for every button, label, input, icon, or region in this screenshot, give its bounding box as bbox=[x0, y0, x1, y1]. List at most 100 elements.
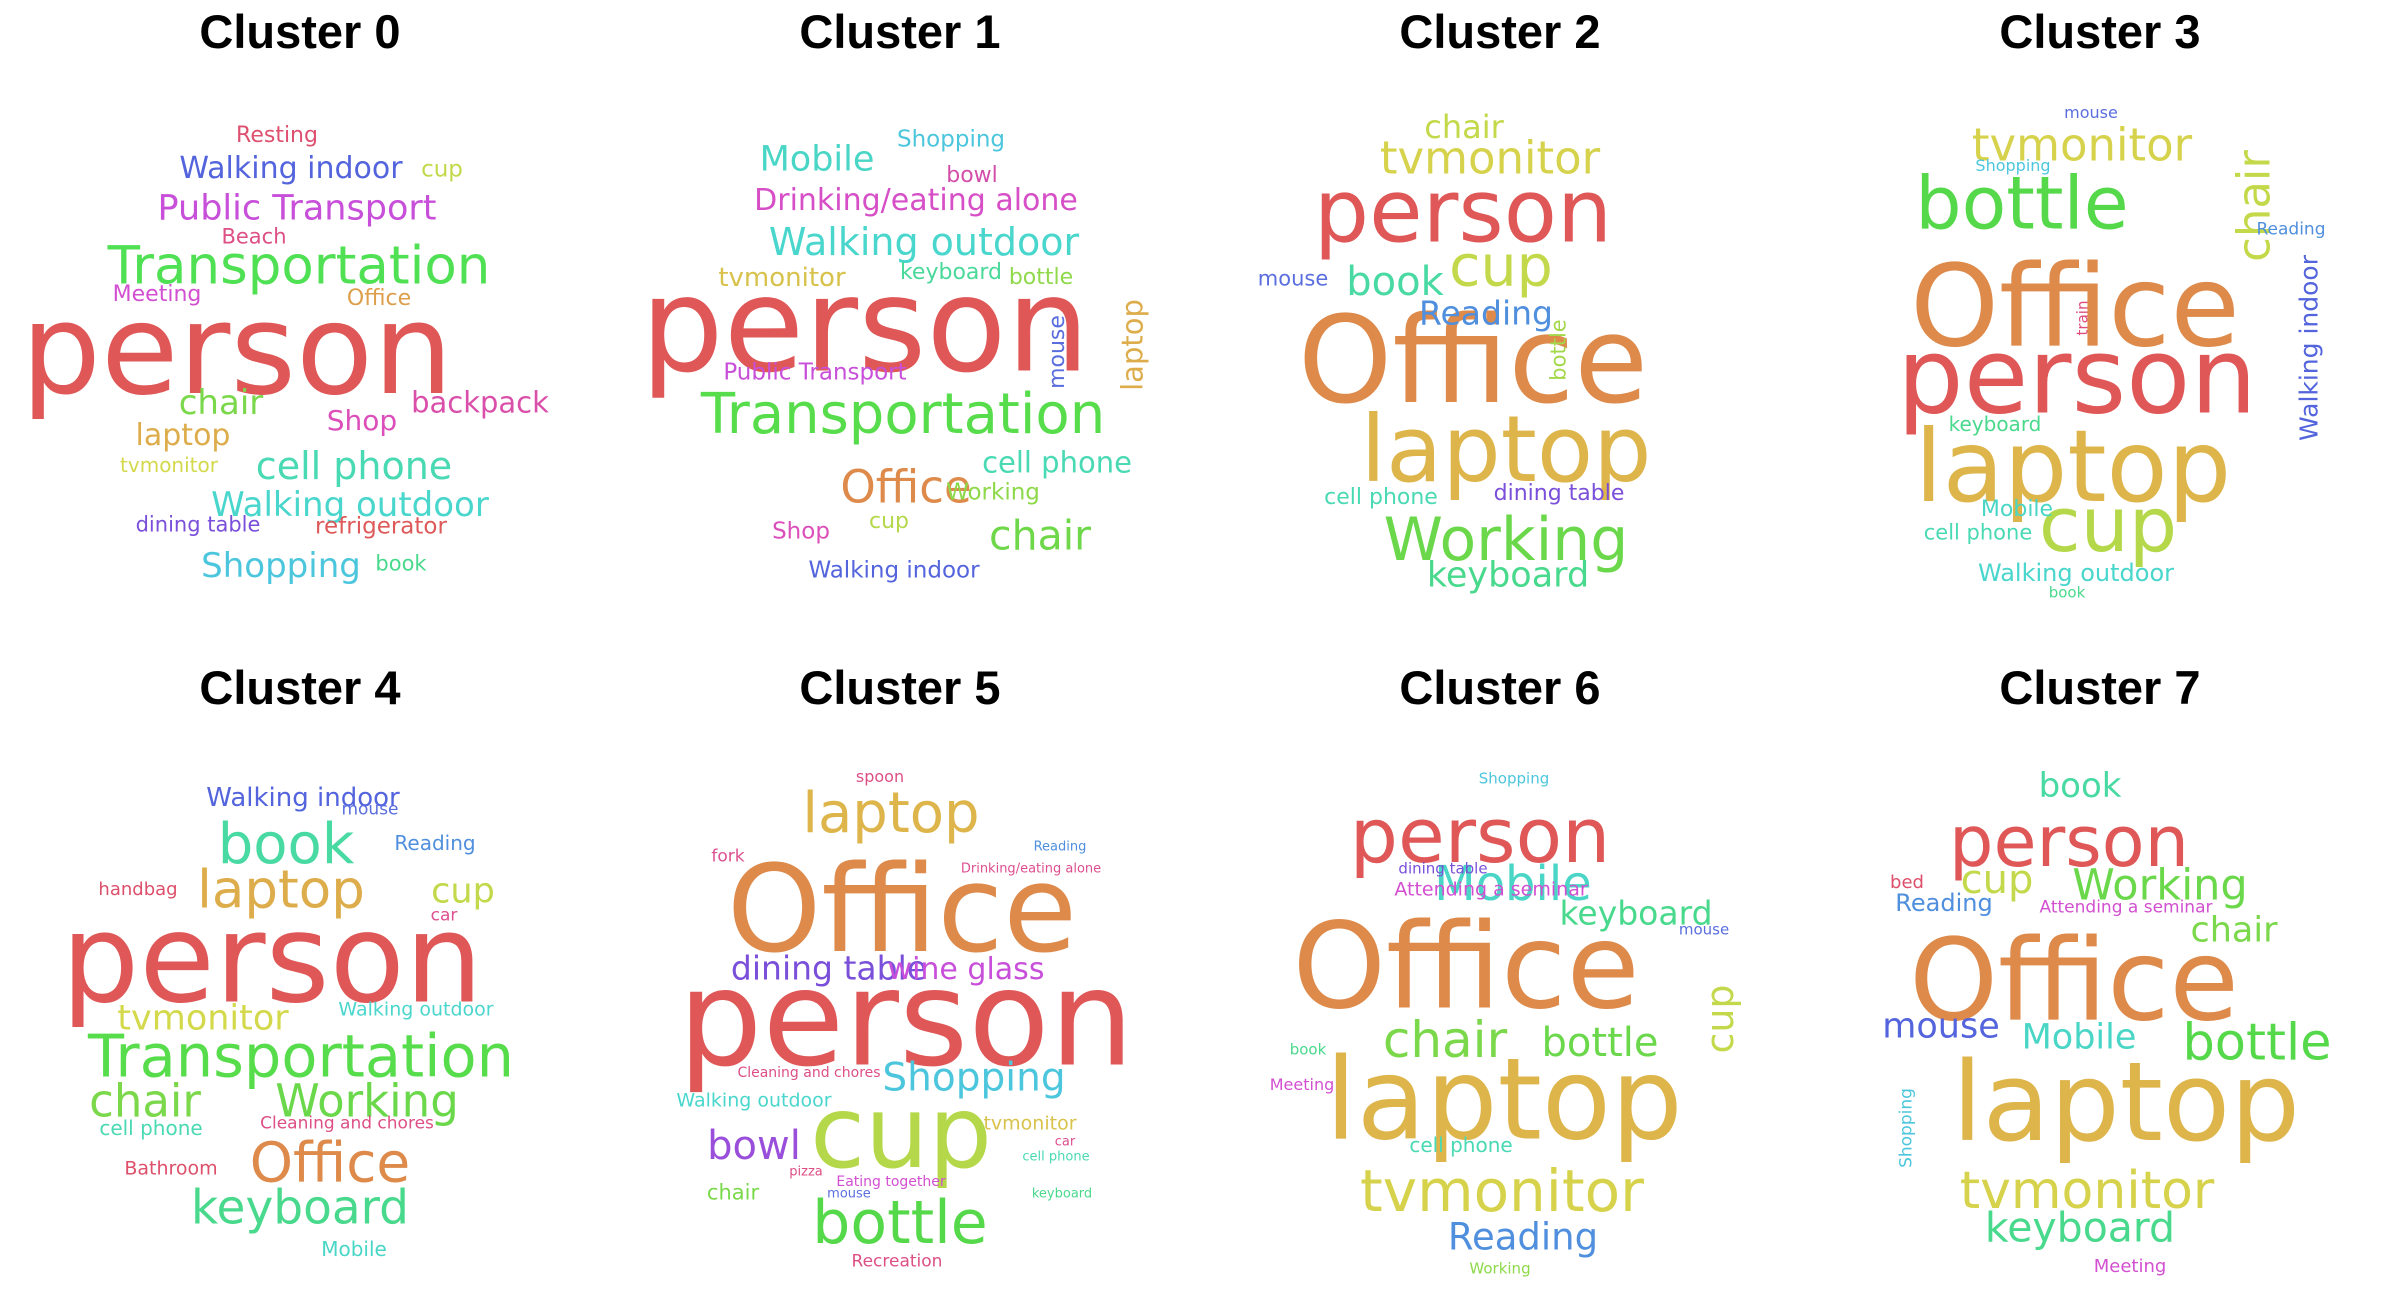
word-reading: Reading bbox=[2256, 219, 2326, 240]
word-tvmonitor: tvmonitor bbox=[1379, 131, 1601, 185]
word-reading: Reading bbox=[1447, 1215, 1599, 1259]
word-eating-together: Eating together bbox=[836, 1174, 946, 1190]
panel-title: Cluster 2 bbox=[1399, 5, 1601, 58]
word-walking-outdoor: Walking outdoor bbox=[338, 998, 494, 1021]
word-office: Office bbox=[840, 460, 972, 514]
word-cloud: Office laptop person tvmonitor Mobile chair bo… bbox=[1200, 656, 1800, 1312]
word-office: Office bbox=[249, 1130, 411, 1195]
word-chair: chair bbox=[989, 511, 1091, 560]
word-car: car bbox=[430, 905, 458, 926]
word-keyboard: keyboard bbox=[1426, 555, 1590, 596]
word-laptop: laptop bbox=[1115, 299, 1150, 391]
word-office: Office bbox=[1292, 898, 1640, 1037]
word-walking-outdoor: Walking outdoor bbox=[768, 220, 1080, 264]
word-working: Working bbox=[1469, 1259, 1531, 1278]
word-book: book bbox=[375, 551, 427, 576]
word-refrigerator: refrigerator bbox=[315, 513, 447, 540]
word-person: person bbox=[678, 942, 1134, 1097]
word-cup: cup bbox=[2038, 480, 2178, 569]
word-laptop: laptop bbox=[135, 418, 231, 453]
word-book: book bbox=[2048, 583, 2086, 602]
word-laptop: laptop bbox=[1914, 408, 2232, 525]
word-office: Office bbox=[726, 841, 1078, 980]
word-meeting: Meeting bbox=[1269, 1075, 1335, 1094]
word-cup: cup bbox=[1960, 857, 2034, 903]
word-book: book bbox=[217, 812, 355, 877]
panel-title: Cluster 4 bbox=[199, 661, 401, 714]
word-meeting: Meeting bbox=[112, 282, 202, 307]
word-pizza: pizza bbox=[789, 1164, 823, 1180]
word-chair: chair bbox=[1424, 108, 1504, 146]
word-resting: Resting bbox=[236, 123, 318, 148]
word-working: Working bbox=[1383, 505, 1629, 575]
cluster-panel-3: Cluster 3 Office person laptop bottle cup tvm… bbox=[1800, 0, 2400, 656]
word-office: Office bbox=[1910, 240, 2240, 373]
word-handbag: handbag bbox=[98, 879, 178, 900]
cluster-panel-6: Cluster 6 Office laptop person tvmonitor Mob… bbox=[1200, 656, 1800, 1312]
word-transportation: Transportation bbox=[700, 382, 1106, 447]
word-dining-table: dining table bbox=[730, 948, 928, 988]
word-tvmonitor: tvmonitor bbox=[117, 998, 289, 1039]
word-bottle: bottle bbox=[1008, 265, 1074, 290]
word-mobile: Mobile bbox=[321, 1237, 387, 1261]
word-walking-outdoor: Walking outdoor bbox=[211, 485, 489, 525]
word-cloud: Office laptop person tvmonitor bottle keyboar… bbox=[1800, 656, 2400, 1312]
word-working: Working bbox=[2072, 860, 2248, 911]
word-shopping: Shopping bbox=[1975, 156, 2051, 175]
word-walking-outdoor: Walking outdoor bbox=[1978, 559, 2174, 587]
word-recreation: Recreation bbox=[851, 1251, 943, 1272]
word-cell-phone: cell phone bbox=[1324, 485, 1438, 510]
word-fork: fork bbox=[711, 846, 745, 867]
word-public-transport: Public Transport bbox=[723, 359, 907, 386]
word-person: person bbox=[1349, 791, 1611, 880]
word-shopping: Shopping bbox=[1896, 1088, 1917, 1168]
word-meeting: Meeting bbox=[2093, 1256, 2167, 1277]
word-bottle: bottle bbox=[1915, 161, 2129, 247]
panel-title: Cluster 0 bbox=[199, 5, 401, 58]
word-mouse: mouse bbox=[827, 1186, 871, 1202]
word-shop: Shop bbox=[326, 404, 398, 437]
word-tvmonitor: tvmonitor bbox=[1360, 1157, 1644, 1225]
word-cleaning-and-chores: Cleaning and chores bbox=[260, 1113, 434, 1134]
word-book: book bbox=[1289, 1040, 1327, 1059]
word-bottle: bottle bbox=[812, 1188, 988, 1258]
cluster-panel-2: Cluster 2 Office person laptop Working tvmon… bbox=[1200, 0, 1800, 656]
word-tvmonitor: tvmonitor bbox=[1959, 1161, 2215, 1221]
word-chair: chair bbox=[89, 1074, 201, 1128]
word-chair: chair bbox=[2227, 150, 2281, 262]
word-drinking-eating-alone: Drinking/eating alone bbox=[754, 183, 1078, 218]
word-person: person bbox=[640, 248, 1090, 402]
word-cleaning-and-chores: Cleaning and chores bbox=[737, 1065, 881, 1081]
word-cup: cup bbox=[1449, 233, 1553, 300]
word-shopping: Shopping bbox=[882, 1055, 1066, 1101]
word-chair: chair bbox=[1382, 1011, 1508, 1069]
word-shopping: Shopping bbox=[201, 546, 361, 586]
word-spoon: spoon bbox=[855, 767, 905, 786]
word-car: car bbox=[1054, 1134, 1076, 1150]
word-person: person bbox=[1949, 801, 2189, 883]
word-walking-indoor: Walking indoor bbox=[808, 557, 980, 584]
word-chair: chair bbox=[706, 1180, 760, 1205]
word-person: person bbox=[61, 888, 483, 1032]
word-reading: Reading bbox=[1033, 839, 1087, 855]
word-cloud: person Transportation book laptop keyboard Of… bbox=[0, 656, 600, 1312]
panel-title: Cluster 3 bbox=[1999, 5, 2201, 58]
cluster-panel-4: Cluster 4 person Transportation book laptop… bbox=[0, 656, 600, 1312]
word-keyboard: keyboard bbox=[899, 260, 1003, 285]
word-working: Working bbox=[946, 479, 1040, 506]
word-mobile: Mobile bbox=[759, 139, 875, 180]
panel-title: Cluster 7 bbox=[1999, 661, 2201, 714]
word-dining-table: dining table bbox=[135, 512, 261, 537]
word-mouse: mouse bbox=[1678, 920, 1730, 939]
word-office: Office bbox=[1297, 292, 1649, 431]
word-tvmonitor: tvmonitor bbox=[1971, 118, 2193, 172]
word-backpack: backpack bbox=[411, 385, 549, 420]
word-train: train bbox=[2073, 300, 2092, 336]
word-laptop: laptop bbox=[1360, 396, 1652, 503]
word-book: book bbox=[1346, 259, 1444, 305]
word-bottle: bottle bbox=[2182, 1013, 2332, 1073]
word-bathroom: Bathroom bbox=[124, 1157, 218, 1180]
word-shopping: Shopping bbox=[896, 126, 1006, 153]
word-keyboard: keyboard bbox=[1031, 1186, 1093, 1202]
word-cloud: person Transportation Walking outdoor Drink… bbox=[600, 0, 1200, 656]
